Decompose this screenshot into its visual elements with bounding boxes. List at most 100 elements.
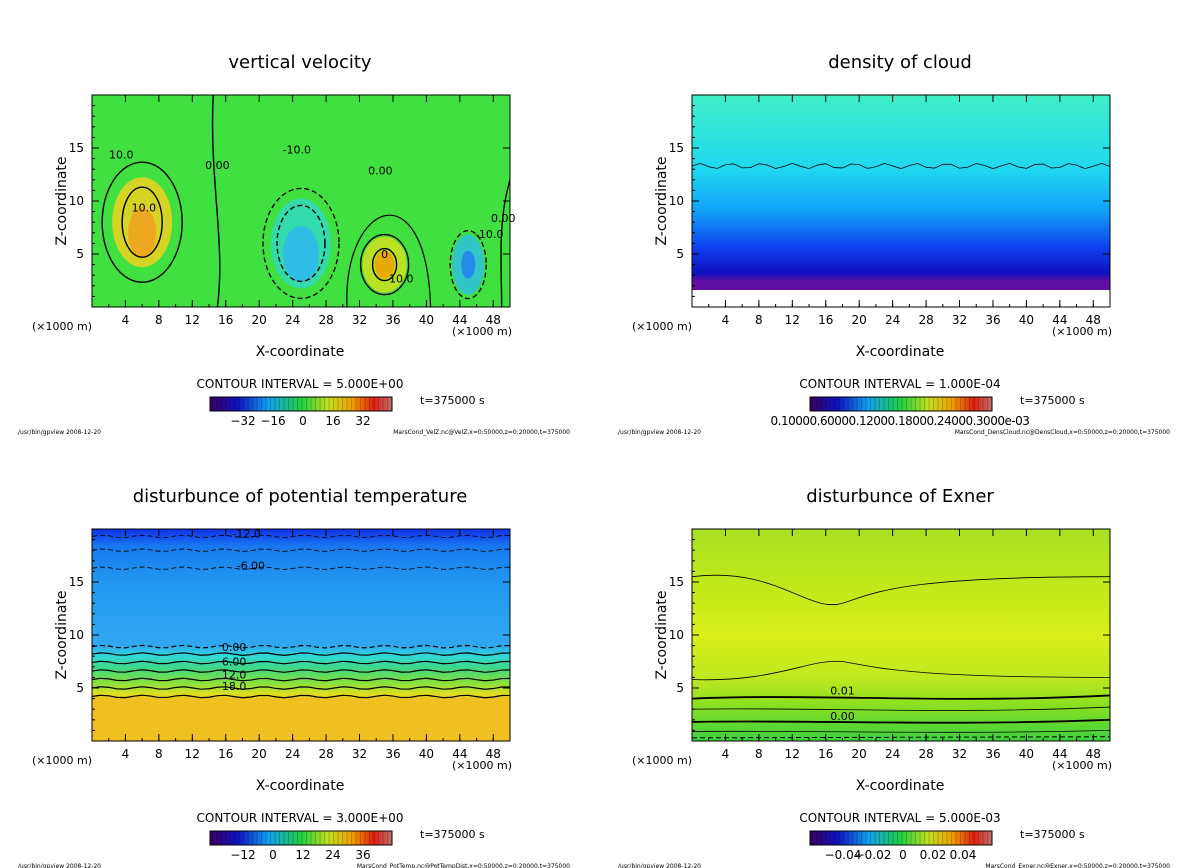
- contour-line: [91, 566, 511, 570]
- colorbar-tick-label: 16: [325, 414, 340, 428]
- x-tick-label: 28: [318, 313, 333, 327]
- contour-label: 0.00: [368, 165, 393, 178]
- x-tick-label: 28: [318, 747, 333, 761]
- contour-line: [449, 229, 487, 300]
- x-unit-label: (×1000 m): [632, 320, 692, 333]
- x-tick-label: 48: [486, 747, 501, 761]
- x-unit-label: (×1000 m): [632, 754, 692, 767]
- contour-label: 0.00: [222, 641, 247, 654]
- contour-line: [691, 736, 1111, 739]
- x-tick-label: 44: [452, 747, 467, 761]
- y-tick-label: 10: [669, 194, 684, 208]
- footer-right: MarsCond_PotTemp.nc@PotTempDist,x=0:5000…: [357, 863, 570, 868]
- y-axis-label: Z-coordinate: [654, 156, 670, 245]
- x-tick-label: 4: [722, 747, 730, 761]
- contour-line: [91, 694, 511, 699]
- x-tick-label: 8: [755, 747, 763, 761]
- contour-line: [91, 686, 511, 690]
- x-tick-label: 8: [155, 313, 163, 327]
- contour-line: [211, 94, 221, 308]
- x-tick-label: 8: [755, 313, 763, 327]
- contour-line: [691, 730, 1111, 733]
- y-axis-label: Z-coordinate: [654, 590, 670, 679]
- x-tick-label: 24: [285, 313, 300, 327]
- contour-line: [262, 187, 340, 300]
- y-tick-label: 5: [676, 681, 684, 695]
- x-tick-label: 48: [1086, 747, 1101, 761]
- chart-panel-1: vertical velocity10.010.00.00-10.00.0010…: [18, 52, 570, 436]
- field-background: [92, 529, 510, 741]
- contour-line: [691, 574, 1111, 606]
- colorbar-tick-label: −0.02: [855, 848, 892, 862]
- x-tick-label: 40: [1019, 747, 1034, 761]
- contour-label: 0: [381, 248, 388, 261]
- x-tick-label: 32: [952, 747, 967, 761]
- contour-label: -12.0: [232, 527, 260, 540]
- y-axis-label: Z-coordinate: [54, 590, 70, 679]
- colorbar-tick-label: 0: [269, 848, 277, 862]
- x-tick-label: 12: [185, 747, 200, 761]
- y-tick-label: 10: [669, 628, 684, 642]
- contour-line: [691, 694, 1111, 700]
- colorbar-tick-label: 0.02: [920, 848, 947, 862]
- x-tick-label: 16: [818, 313, 833, 327]
- colorbar-tick-label: −32: [230, 414, 255, 428]
- y-tick-label: 15: [69, 575, 84, 589]
- x-tick-label: 4: [122, 747, 130, 761]
- x-tick-label: 36: [985, 313, 1000, 327]
- colorbar-fill: [209, 830, 393, 846]
- field-blob: [374, 250, 395, 279]
- x-tick-label: 32: [352, 747, 367, 761]
- contour-line: [371, 247, 398, 282]
- x-tick-label: 12: [785, 747, 800, 761]
- y-tick-label: 5: [76, 681, 84, 695]
- contour-label: 10.0: [389, 273, 414, 286]
- x-tick-label: 32: [352, 313, 367, 327]
- x-tick-label: 4: [122, 313, 130, 327]
- colorbar-tick-label: 0.04: [950, 848, 977, 862]
- x-tick-label: 16: [218, 313, 233, 327]
- x-tick-label: 20: [852, 747, 867, 761]
- colorbar-fill: [809, 396, 993, 412]
- contour-line: [91, 548, 511, 552]
- x-axis-label: X-coordinate: [856, 778, 945, 794]
- contour-line: [276, 204, 326, 283]
- x-tick-label: 32: [952, 313, 967, 327]
- footer-left: /usr/bin/gpview 2008-12-20: [18, 429, 101, 436]
- contour-label: -10.0: [283, 143, 311, 156]
- field-blob: [283, 226, 319, 282]
- x-tick-label: 36: [385, 313, 400, 327]
- x-tick-label: 40: [419, 747, 434, 761]
- x-axis-label: X-coordinate: [256, 344, 345, 360]
- colorbar-tick-label: 32: [355, 414, 370, 428]
- contour-interval: CONTOUR INTERVAL = 5.000E-03: [799, 811, 1000, 825]
- y-tick-label: 5: [676, 247, 684, 261]
- contour-line: [691, 706, 1111, 711]
- x-tick-label: 20: [852, 313, 867, 327]
- x-tick-label: 44: [1052, 747, 1067, 761]
- time-label: t=375000 s: [1020, 828, 1085, 841]
- x-unit-label: (×1000 m): [452, 759, 512, 772]
- contour-line: [346, 214, 432, 308]
- footer-left: /usr/bin/gpview 2008-12-20: [618, 429, 701, 436]
- colorbar-fill: [209, 396, 393, 412]
- contour-interval: CONTOUR INTERVAL = 5.000E+00: [197, 377, 404, 391]
- chart-title: disturbunce of potential temperature: [133, 486, 468, 507]
- footer-left: /usr/bin/gpview 2008-12-20: [18, 863, 101, 868]
- x-tick-label: 48: [1086, 313, 1101, 327]
- contour-label: 0.00: [491, 212, 516, 225]
- footer-right: MarsCond_Exner.nc@Exner,x=0:50000,z=0:20…: [985, 863, 1170, 868]
- x-tick-label: 44: [452, 313, 467, 327]
- x-tick-label: 4: [722, 313, 730, 327]
- x-unit-label: (×1000 m): [32, 320, 92, 333]
- footer-right: MarsCond_DensCloud.nc@DensCloud,x=0:5000…: [955, 429, 1170, 436]
- contour-label: -6.00: [237, 559, 265, 572]
- plot-area: 0.01 0.00: [691, 529, 1111, 741]
- contour-line: [500, 179, 511, 308]
- colorbar-tick-label: 0: [299, 414, 307, 428]
- time-label: t=375000 s: [420, 828, 485, 841]
- x-tick-label: 16: [818, 747, 833, 761]
